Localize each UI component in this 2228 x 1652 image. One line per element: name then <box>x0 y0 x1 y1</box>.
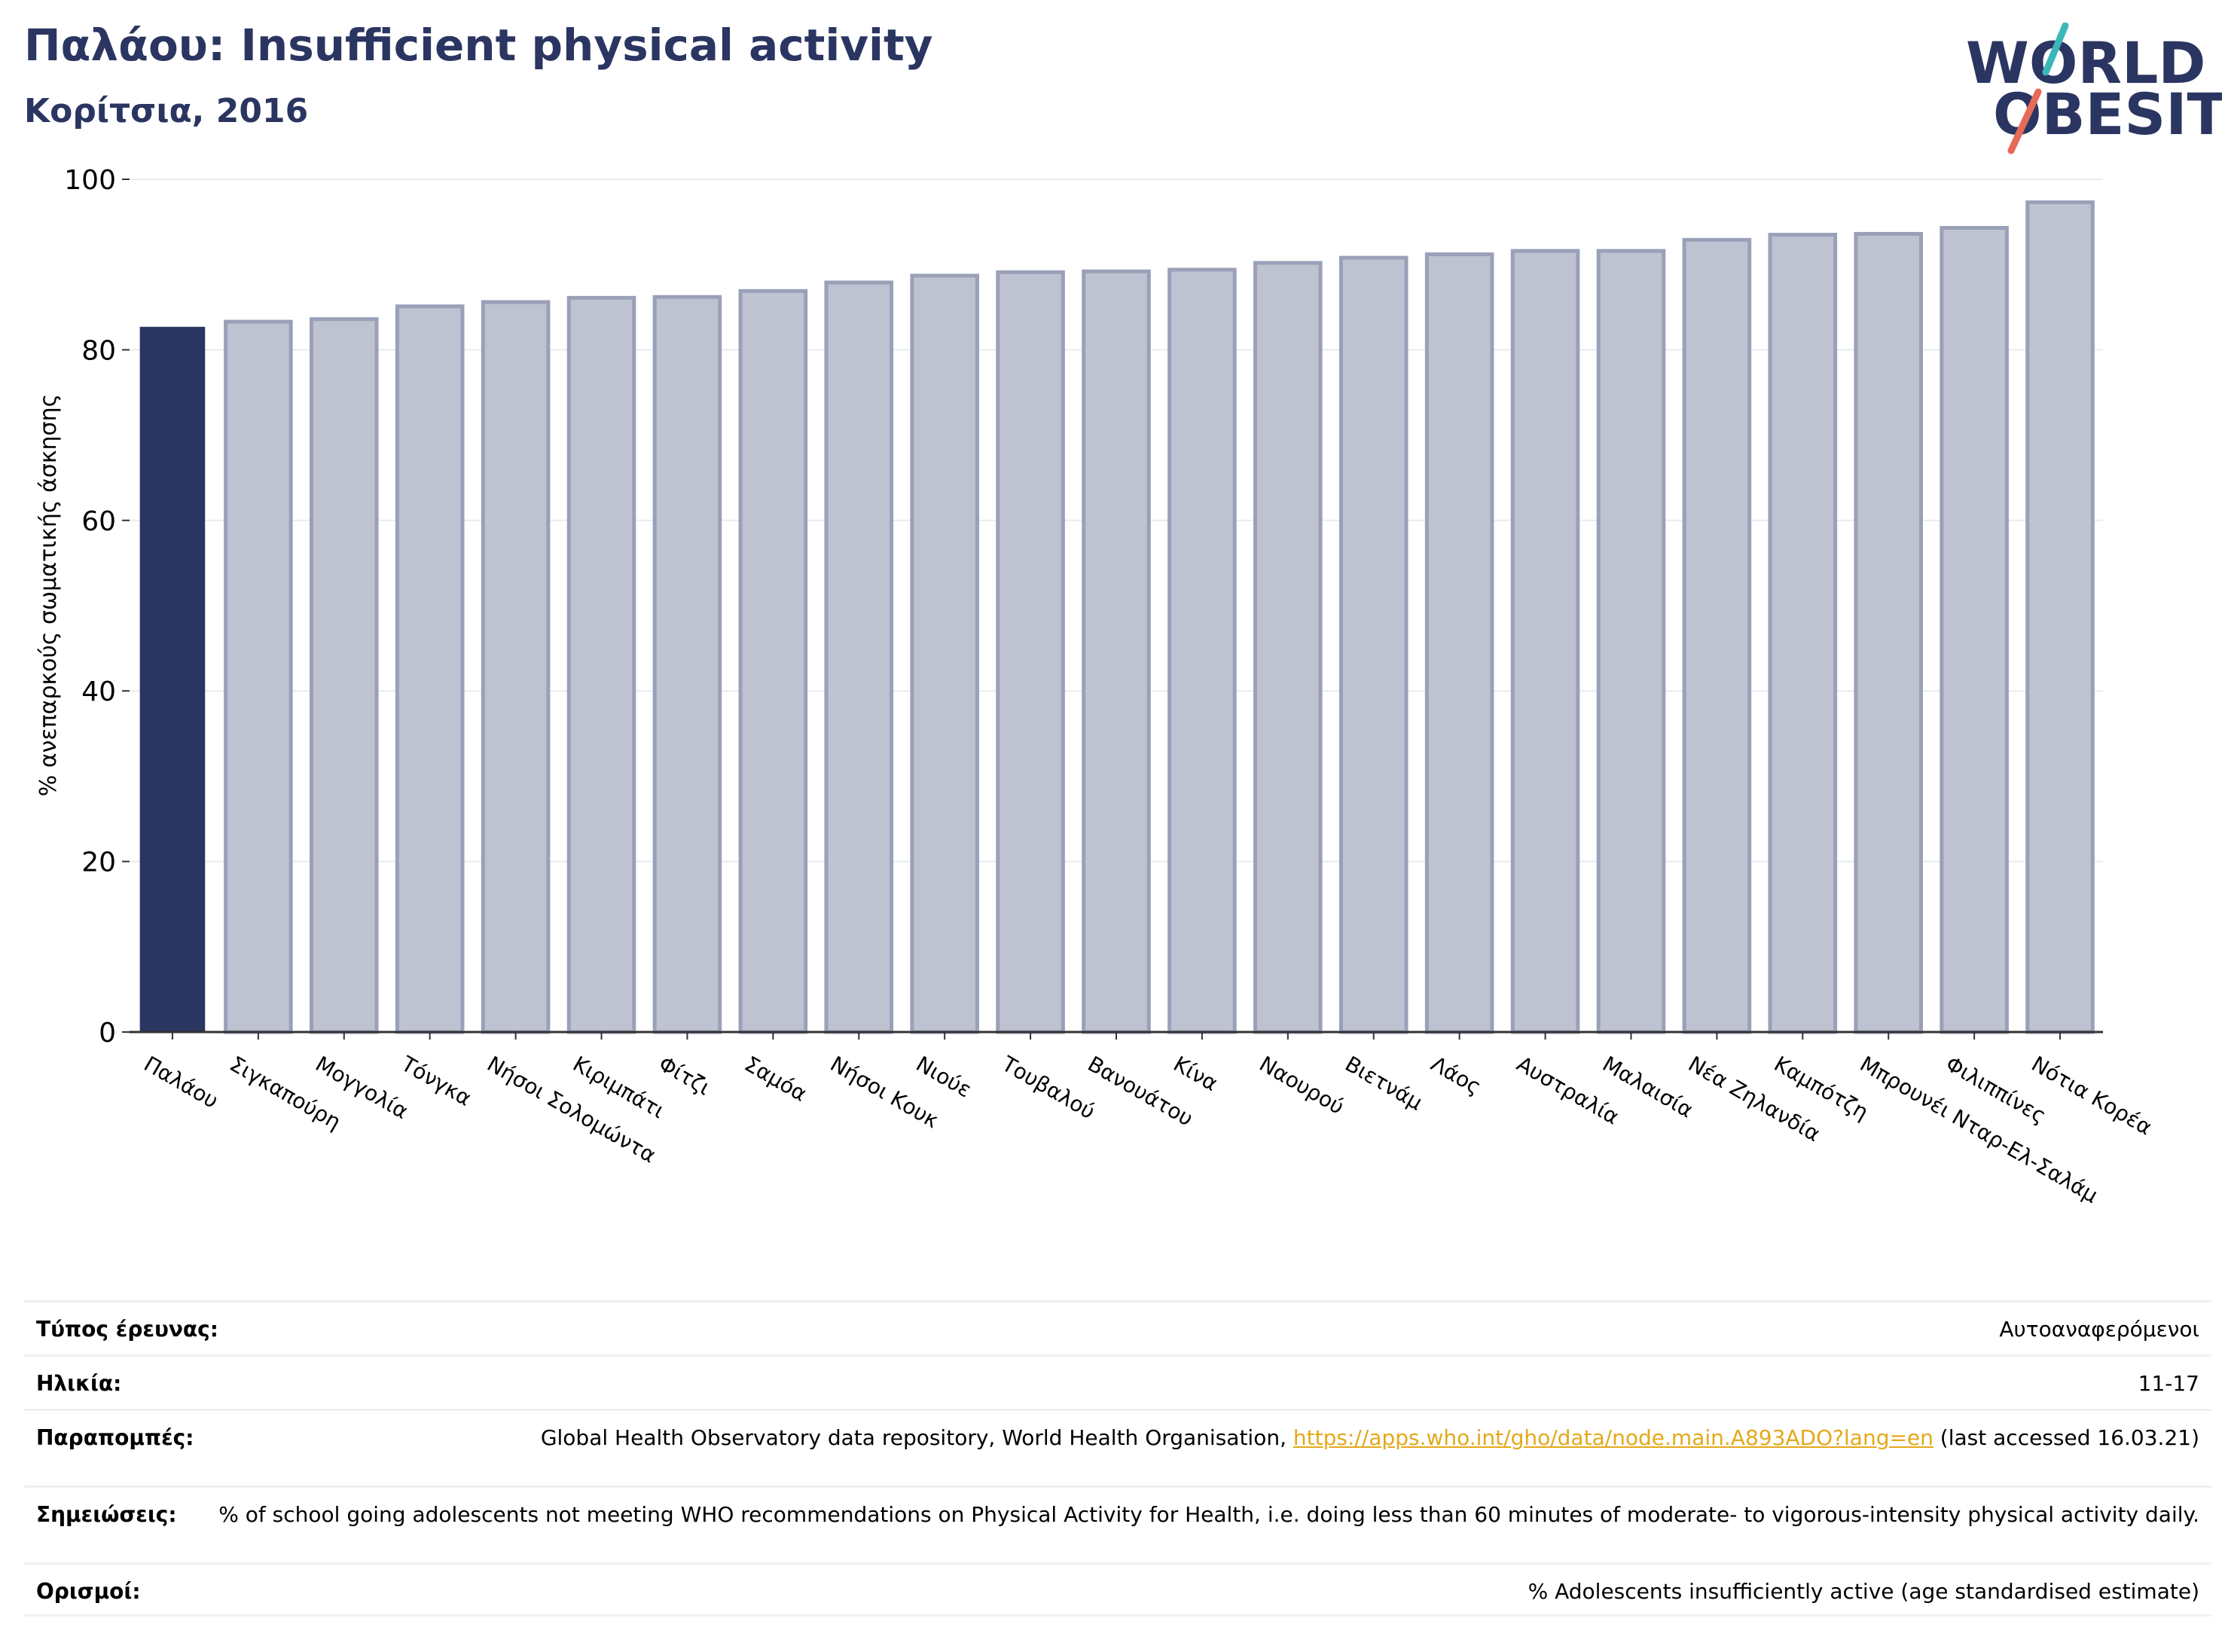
reference-accessed: (last accessed 16.03.21) <box>1933 1425 2199 1450</box>
x-tick-label: Ναουρού <box>1255 1051 1348 1119</box>
x-tick-label: Παλάου <box>139 1051 222 1113</box>
bar <box>1940 226 2009 1034</box>
bar <box>309 317 379 1034</box>
bar <box>1082 269 1151 1034</box>
bar <box>1167 267 1237 1034</box>
logo-teal-stroke <box>2042 23 2069 76</box>
meta-value: % of school going adolescents not meetin… <box>218 1502 2199 1527</box>
x-tick-label: Κίνα <box>1169 1051 1222 1096</box>
x-tick-label: Φίτζι <box>655 1051 715 1100</box>
bar <box>224 319 293 1034</box>
meta-value: Global Health Observatory data repositor… <box>224 1426 2199 1450</box>
bar <box>2025 200 2095 1034</box>
y-tick-label: 0 <box>99 1018 116 1049</box>
meta-label: Ηλικία: <box>36 1371 122 1396</box>
meta-label: Τύπος έρευνας: <box>36 1317 218 1342</box>
bars <box>139 200 2095 1034</box>
bar <box>652 295 722 1034</box>
y-tick-label: 80 <box>81 335 116 366</box>
bar <box>1682 237 1752 1034</box>
x-tick-label: Σαμόα <box>740 1051 811 1106</box>
reference-text: Global Health Observatory data repositor… <box>540 1425 1293 1450</box>
chart-subtitle: Κορίτσια, 2016 <box>24 92 309 130</box>
logo-line-1: WORLD <box>1966 29 2205 96</box>
x-tick-label: Νιούε <box>912 1051 976 1102</box>
meta-label: Παραπομπές: <box>36 1425 194 1450</box>
metadata-table: Τύπος έρευνας: Αυτοαναφερόμενοι Ηλικία: … <box>24 1300 2211 1617</box>
meta-value: Αυτοαναφερόμενοι <box>1999 1317 2199 1342</box>
meta-value: % Adolescents insufficiently active (age… <box>1528 1579 2199 1604</box>
bar <box>910 273 979 1034</box>
y-tick-label: 100 <box>64 165 116 196</box>
chart-title: Παλάου: Insufficient physical activity <box>24 20 933 71</box>
world-obesity-logo: WORLD OBESITY <box>1966 23 2222 154</box>
meta-row-definitions: Ορισμοί: % Adolescents insufficiently ac… <box>24 1562 2211 1617</box>
x-tick-label: Νότια Κορέα <box>2028 1051 2156 1140</box>
bar <box>1424 252 1494 1034</box>
logo-red-stroke <box>2007 88 2042 154</box>
meta-row-age: Ηλικία: 11-17 <box>24 1354 2211 1409</box>
bar <box>996 270 1065 1034</box>
x-tick-label: Λάος <box>1427 1051 1485 1099</box>
meta-row-references: Παραπομπές: Global Health Observatory da… <box>24 1409 2211 1486</box>
bar <box>1854 231 1924 1034</box>
y-tick-label: 40 <box>81 676 116 707</box>
y-tick-label: 20 <box>81 847 116 878</box>
meta-label: Ορισμοί: <box>36 1579 141 1604</box>
bar <box>738 289 808 1034</box>
bar <box>1338 255 1409 1034</box>
x-tick-label: Βιετνάμ <box>1341 1051 1427 1115</box>
reference-link[interactable]: https://apps.who.int/gho/data/node.main.… <box>1293 1425 1933 1450</box>
bar <box>824 280 894 1034</box>
meta-row-notes: Σημειώσεις: % of school going adolescent… <box>24 1486 2211 1562</box>
bar <box>1253 261 1323 1034</box>
meta-value: 11-17 <box>2138 1371 2199 1396</box>
y-axis-label: % ανεπαρκούς σωματικής άσκησης <box>35 394 62 796</box>
meta-row-survey-type: Τύπος έρευνας: Αυτοαναφερόμενοι <box>24 1300 2211 1354</box>
x-tick-label: Τουβαλού <box>997 1051 1100 1124</box>
y-tick-label: 60 <box>81 506 116 537</box>
bar <box>481 300 551 1034</box>
meta-label: Σημειώσεις: <box>36 1502 177 1527</box>
bar <box>1768 233 1838 1034</box>
bar <box>395 304 465 1034</box>
bar <box>1596 249 1666 1034</box>
bar <box>566 295 636 1034</box>
bar <box>1510 249 1580 1034</box>
bar-highlight <box>139 326 206 1032</box>
